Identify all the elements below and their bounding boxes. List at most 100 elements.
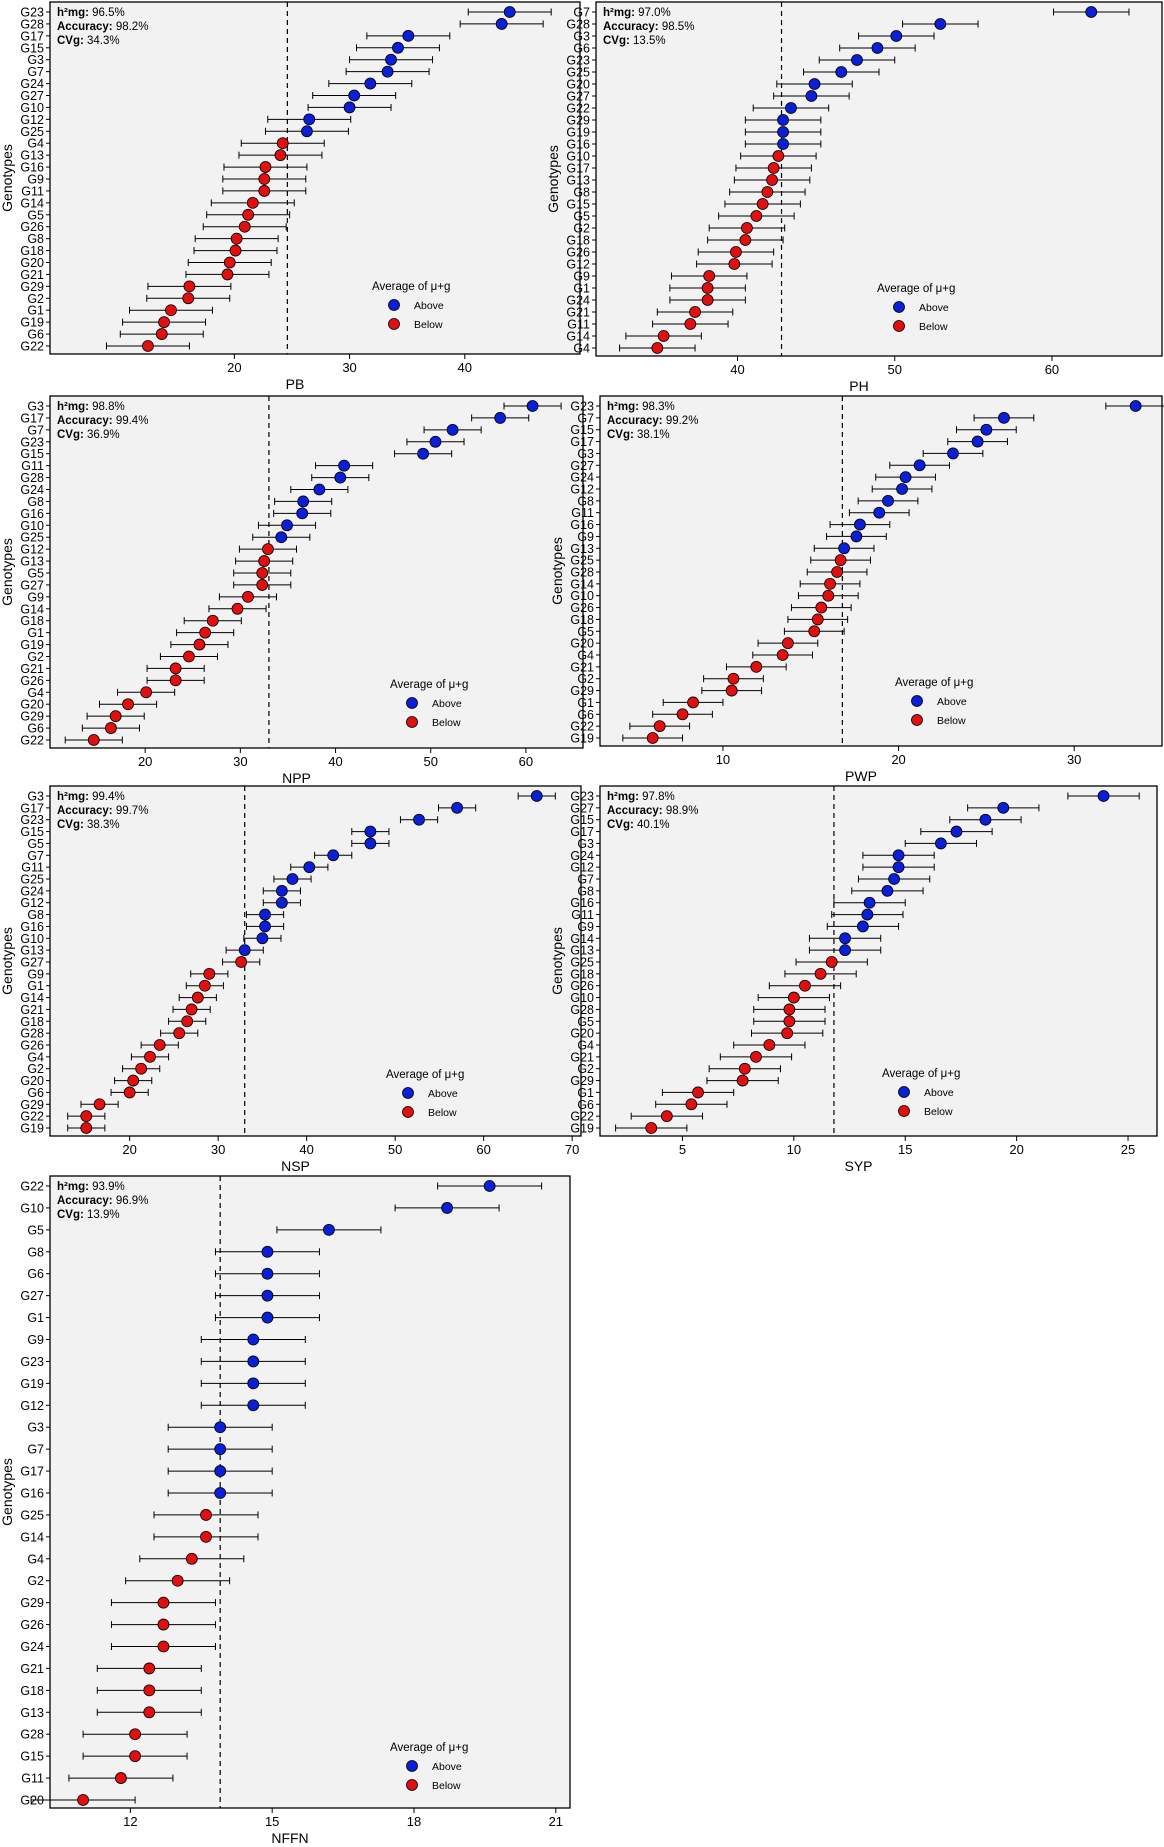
data-point	[772, 150, 785, 162]
data-point	[646, 732, 659, 744]
legend-above-marker	[911, 695, 923, 707]
data-point	[153, 1039, 166, 1051]
data-point	[701, 282, 714, 294]
genotype-label: G22	[20, 1180, 44, 1194]
legend-above-label: Above	[428, 1088, 458, 1100]
genotype-label: G23	[20, 6, 44, 20]
x-tick-label: 50	[388, 1142, 402, 1157]
data-point	[785, 102, 797, 114]
data-point	[303, 113, 316, 126]
stat-label: CVg:	[607, 819, 634, 831]
data-point	[142, 340, 154, 352]
legend-above-label: Above	[937, 696, 967, 708]
chart-panel-nffn: 12 15 18 21 NFFN Genotypes G22 G10 G5 G8 G6 G27 G1 G9…	[0, 1175, 571, 1846]
data-point	[503, 6, 516, 18]
stat-label: CVg:	[57, 1209, 84, 1221]
genotype-label: G9	[27, 590, 44, 604]
legend-title: Average of μ+g	[386, 1069, 464, 1081]
genotype-label: G21	[566, 306, 590, 320]
legend-below-marker	[402, 1106, 414, 1118]
genotype-label: G12	[566, 258, 590, 272]
data-point	[934, 837, 947, 850]
genotype-label: G12	[20, 543, 44, 557]
genotype-label: G28	[20, 17, 44, 31]
genotype-label: G18	[570, 967, 594, 981]
x-tick-label: 20	[1009, 1142, 1023, 1157]
genotype-label: G29	[570, 1074, 594, 1088]
data-point	[129, 1728, 141, 1741]
data-point	[171, 1574, 184, 1587]
genotype-label: G27	[20, 1289, 44, 1303]
data-point	[857, 920, 869, 933]
data-point	[814, 967, 827, 980]
genotype-label: G23	[20, 813, 44, 827]
genotype-label: G26	[20, 220, 44, 234]
genotype-label: G3	[27, 53, 44, 67]
data-point	[258, 555, 271, 567]
x-tick-label: 30	[342, 360, 356, 375]
genotype-label: G11	[21, 459, 44, 473]
genotype-label: G5	[27, 837, 44, 851]
genotype-label: G16	[20, 920, 44, 934]
data-point	[645, 1122, 658, 1134]
genotype-label: G11	[21, 861, 44, 875]
genotype-label: G20	[570, 1027, 594, 1041]
genotype-label: G1	[27, 979, 44, 993]
plot-frame	[595, 1, 1163, 357]
x-tick-label: 40	[328, 754, 342, 769]
data-point	[181, 1015, 194, 1028]
genotype-label: G29	[20, 1098, 44, 1112]
genotype-label: G17	[566, 162, 590, 176]
data-point	[750, 660, 763, 673]
x-axis-title: PB	[286, 376, 305, 392]
data-point	[782, 637, 794, 650]
data-point	[728, 258, 741, 270]
data-point	[980, 423, 993, 436]
genotype-label: G8	[577, 494, 594, 508]
data-point	[892, 849, 905, 862]
genotype-label: G10	[570, 991, 594, 1005]
x-tick-label: 70	[565, 1142, 579, 1157]
genotype-label: G24	[20, 483, 44, 497]
genotype-label: G15	[20, 447, 44, 461]
data-point	[888, 873, 900, 885]
genotype-label: G26	[566, 246, 590, 260]
genotype-label: G22	[20, 1110, 44, 1124]
genotype-label: G15	[570, 423, 594, 437]
genotype-label: G13	[20, 555, 44, 569]
genotype-label: G3	[27, 400, 44, 414]
stat-value: 97.0%	[635, 7, 671, 19]
stat-label: Accuracy:	[57, 1195, 113, 1207]
genotype-label: G2	[27, 1574, 44, 1588]
data-point	[871, 42, 884, 54]
genotype-label: G18	[20, 1684, 44, 1698]
stat-label: h²mg:	[57, 791, 89, 803]
genotype-label: G23	[20, 435, 44, 449]
genotype-label: G10	[566, 150, 590, 164]
genotype-label: G21	[20, 662, 44, 676]
x-tick-label: 25	[1121, 1142, 1135, 1157]
x-tick-label: 15	[265, 1814, 279, 1829]
stat-label: h²mg:	[57, 7, 89, 19]
genotype-label: G19	[20, 1122, 44, 1136]
data-point	[247, 1399, 260, 1412]
genotype-label: G7	[27, 423, 44, 437]
x-tick-label: 40	[299, 1142, 313, 1157]
stat-label: h²mg:	[607, 401, 639, 413]
genotype-label: G22	[566, 102, 590, 116]
stat-label: Accuracy:	[57, 805, 113, 817]
y-axis-title: Genotypes	[549, 927, 565, 995]
data-point	[750, 210, 763, 222]
stat-value: 96.5%	[89, 7, 125, 19]
data-point	[214, 1443, 227, 1456]
data-point	[303, 861, 316, 874]
data-point	[851, 54, 863, 66]
data-point	[87, 734, 100, 746]
genotype-label: G19	[570, 1122, 594, 1136]
genotype-label: G16	[20, 1487, 44, 1501]
data-point	[899, 471, 912, 484]
legend-below-marker	[388, 318, 400, 330]
data-point	[214, 1487, 227, 1499]
data-point	[692, 1086, 704, 1099]
data-point	[429, 435, 442, 448]
